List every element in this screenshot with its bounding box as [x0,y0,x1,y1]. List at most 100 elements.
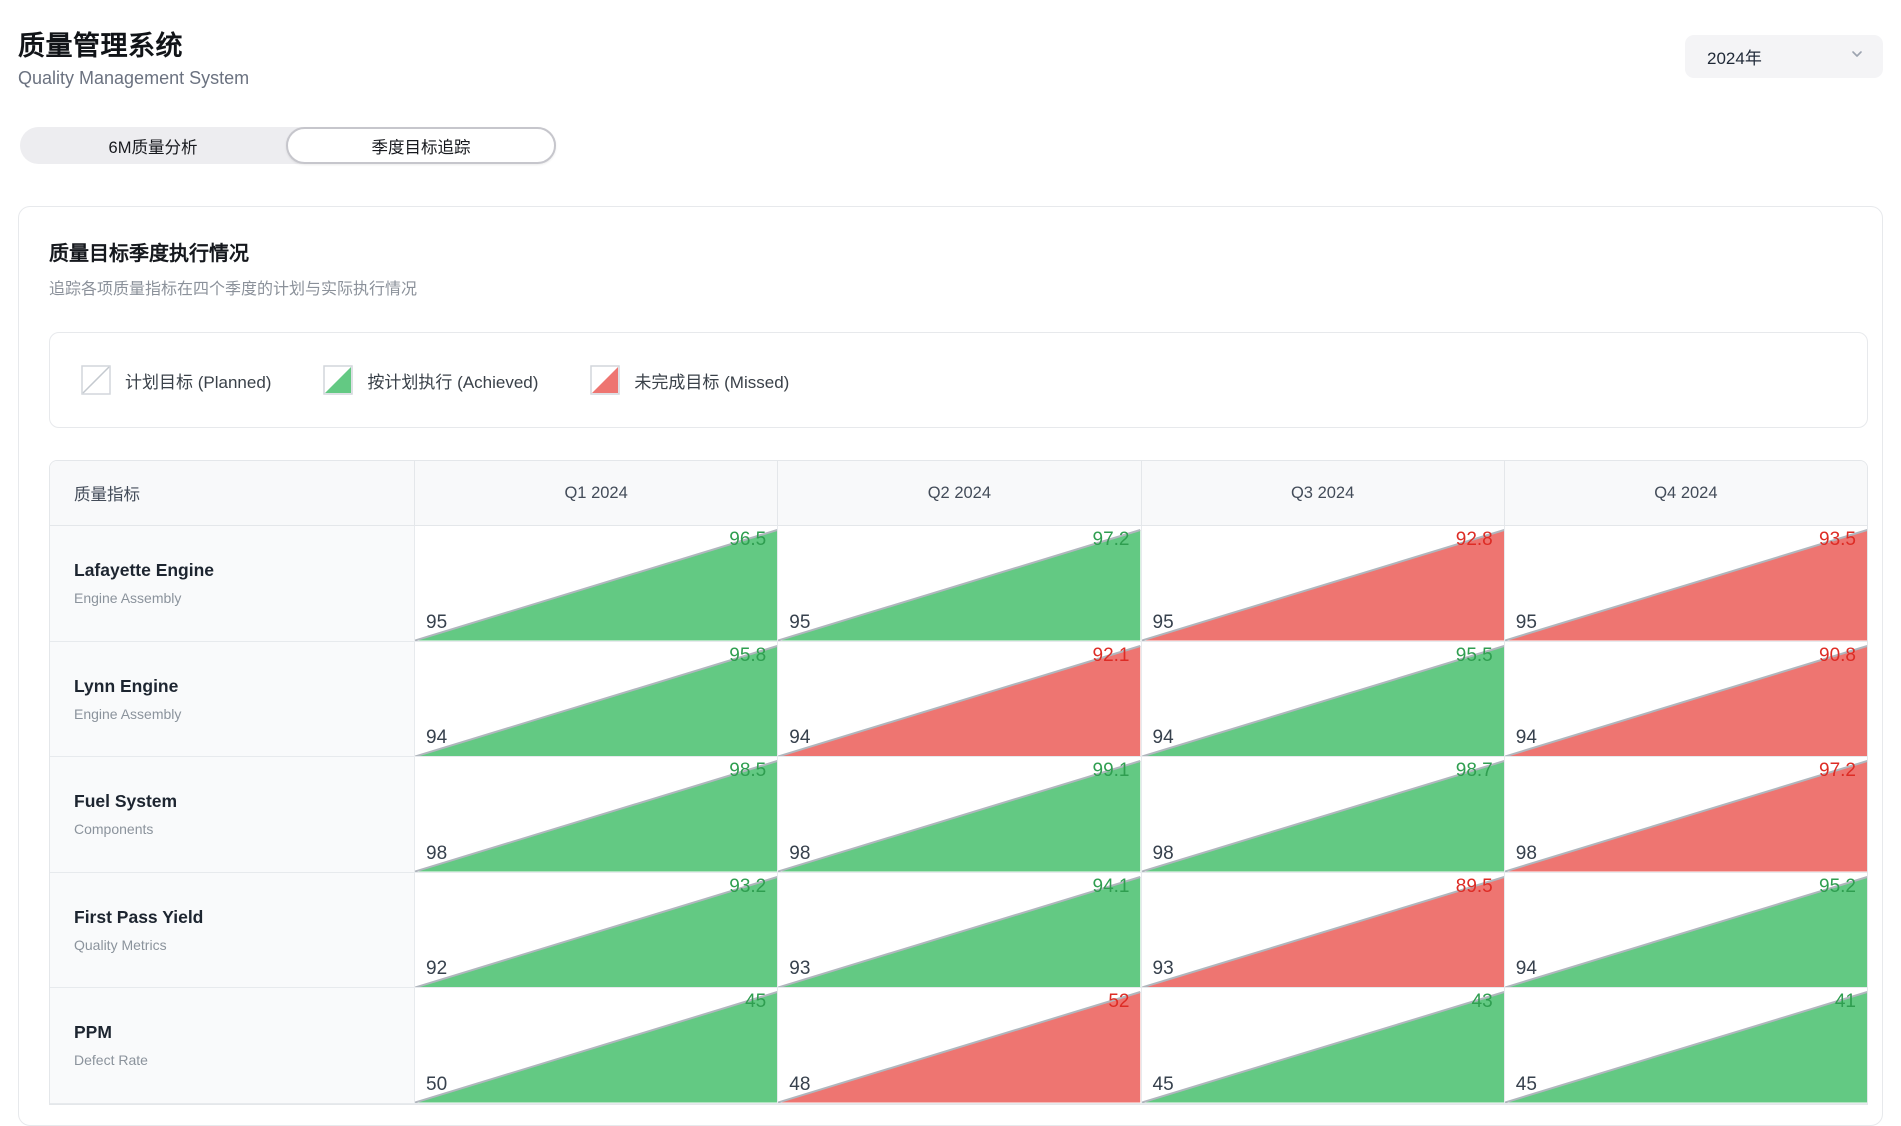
plan-value: 48 [789,1073,811,1095]
plan-vs-actual-triangle [1141,873,1504,987]
page-subtitle: Quality Management System [18,68,250,88]
plan-vs-actual-triangle [1141,526,1504,641]
actual-value: 95.2 [1819,875,1856,897]
quarterly-goal-card: 质量目标季度执行情况 追踪各项质量指标在四个季度的计划与实际执行情况 计划目标 … [18,206,1883,1126]
plan-value: 94 [1515,727,1537,748]
planned-icon [81,365,111,395]
quarter-cell-achieved: 95 97.2 [777,526,1141,641]
year-select[interactable]: 2024年 [1685,35,1883,78]
table-row: Fuel System Components 98 98.5 98 99.1 98 98.7 9… [50,757,1867,873]
actual-value: 97.2 [1819,760,1856,781]
quarter-cell-achieved: 45 43 [1140,988,1504,1103]
actual-value: 96.5 [729,529,767,550]
header-q3: Q3 2024 [1140,461,1504,525]
plan-vs-actual-triangle [778,526,1141,641]
metric-category: Engine Assembly [74,705,182,722]
table-body: Lafayette Engine Engine Assembly 95 96.5 95 9… [50,526,1867,1104]
metric-category: Components [74,821,154,838]
legend-item-missed: 未完成目标 (Missed) [590,365,789,395]
plan-vs-actual-triangle [415,873,778,987]
missed-icon [590,365,621,395]
plan-value: 94 [789,727,811,748]
metric-cell: Lafayette Engine Engine Assembly [50,526,414,641]
metric-name: First Pass Yield [74,906,204,927]
header-q2: Q2 2024 [777,461,1140,525]
metric-category: Engine Assembly [74,590,182,607]
actual-value: 95.8 [729,644,767,666]
header-metric: 质量指标 [74,486,140,504]
quarter-cell-achieved: 92 93.2 [414,872,778,987]
plan-vs-actual-triangle [778,757,1141,872]
actual-value: 97.2 [1092,529,1130,550]
plan-value: 93 [1152,958,1174,979]
quarter-cell-achieved: 95 96.5 [414,526,778,641]
metric-cell: Lynn Engine Engine Assembly [50,641,414,756]
plan-value: 45 [1515,1073,1537,1095]
quarter-cell-missed: 48 52 [777,988,1141,1103]
metric-name: Lynn Engine [74,675,179,696]
header-q1: Q1 2024 [414,461,777,525]
actual-value: 43 [1471,991,1493,1012]
metric-cell: PPM Defect Rate [50,988,414,1103]
plan-vs-actual-triangle [415,642,778,756]
quarter-cell-achieved: 98 98.5 [414,757,778,872]
plan-value: 50 [426,1073,448,1095]
chevron-down-icon [1849,46,1865,67]
plan-value: 94 [1515,958,1537,979]
plan-vs-actual-triangle [415,757,778,872]
actual-value: 41 [1834,991,1856,1012]
achieved-icon [323,365,354,395]
quarter-cell-missed: 93 89.5 [1140,872,1504,987]
quarter-cell-missed: 94 90.8 [1503,641,1867,756]
actual-value: 99.1 [1092,760,1130,781]
metric-category: Quality Metrics [74,936,167,953]
tab-quarterly-goal-tracking[interactable]: 季度目标追踪 [286,127,556,164]
quarter-cell-achieved: 93 94.1 [777,872,1141,987]
plan-vs-actual-triangle [415,526,778,641]
quarter-cell-achieved: 94 95.2 [1503,872,1867,987]
plan-value: 93 [789,958,811,979]
plan-vs-actual-triangle [778,873,1141,987]
table-row: Lafayette Engine Engine Assembly 95 96.5 95 9… [50,526,1867,642]
actual-value: 92.1 [1092,644,1130,666]
metric-category: Defect Rate [74,1052,148,1069]
actual-value: 52 [1108,991,1130,1012]
plan-value: 95 [1515,611,1537,633]
header-q4: Q4 2024 [1503,461,1867,525]
plan-vs-actual-triangle [1141,988,1504,1103]
tab-bar: 6M质量分析 季度目标追踪 [20,127,556,164]
quarter-cell-missed: 98 97.2 [1503,757,1867,872]
actual-value: 93.5 [1819,529,1856,550]
legend-label: 按计划执行 (Achieved) [367,372,539,392]
table-row: PPM Defect Rate 50 45 48 52 45 43 45 41 [50,988,1867,1104]
metric-name: Fuel System [74,791,178,812]
legend-label: 未完成目标 (Missed) [634,372,790,392]
actual-value: 98.5 [729,760,767,781]
metric-cell: Fuel System Components [50,757,414,872]
plan-value: 98 [1515,842,1537,864]
plan-vs-actual-triangle [1141,642,1504,756]
quarter-cell-missed: 95 93.5 [1503,526,1867,641]
plan-value: 92 [426,958,448,979]
quarter-cell-achieved: 98 98.7 [1140,757,1504,872]
actual-value: 90.8 [1819,644,1856,666]
actual-value: 92.8 [1455,529,1493,550]
plan-value: 94 [426,727,448,748]
card-title: 质量目标季度执行情况 [49,243,249,265]
quarter-cell-missed: 95 92.8 [1140,526,1504,641]
tab-6m-quality-analysis[interactable]: 6M质量分析 [108,138,198,157]
quarter-cell-achieved: 50 45 [414,988,778,1103]
plan-vs-actual-triangle [1504,526,1867,641]
actual-value: 45 [745,991,767,1012]
plan-value: 98 [1152,842,1174,864]
plan-value: 94 [1152,727,1174,748]
quarter-cell-achieved: 45 41 [1503,988,1867,1103]
plan-value: 95 [1152,611,1174,633]
legend-item-achieved: 按计划执行 (Achieved) [323,365,538,395]
table-header-row: 质量指标 Q1 2024 Q2 2024 Q3 2024 Q4 2024 [50,461,1867,526]
quarter-cell-achieved: 98 99.1 [777,757,1141,872]
legend: 计划目标 (Planned) 按计划执行 (Achieved) 未完成目标 (M… [49,332,1868,428]
table-row: Lynn Engine Engine Assembly 94 95.8 94 92.1 94… [50,641,1867,757]
plan-vs-actual-triangle [1504,642,1867,756]
plan-value: 45 [1152,1073,1174,1095]
